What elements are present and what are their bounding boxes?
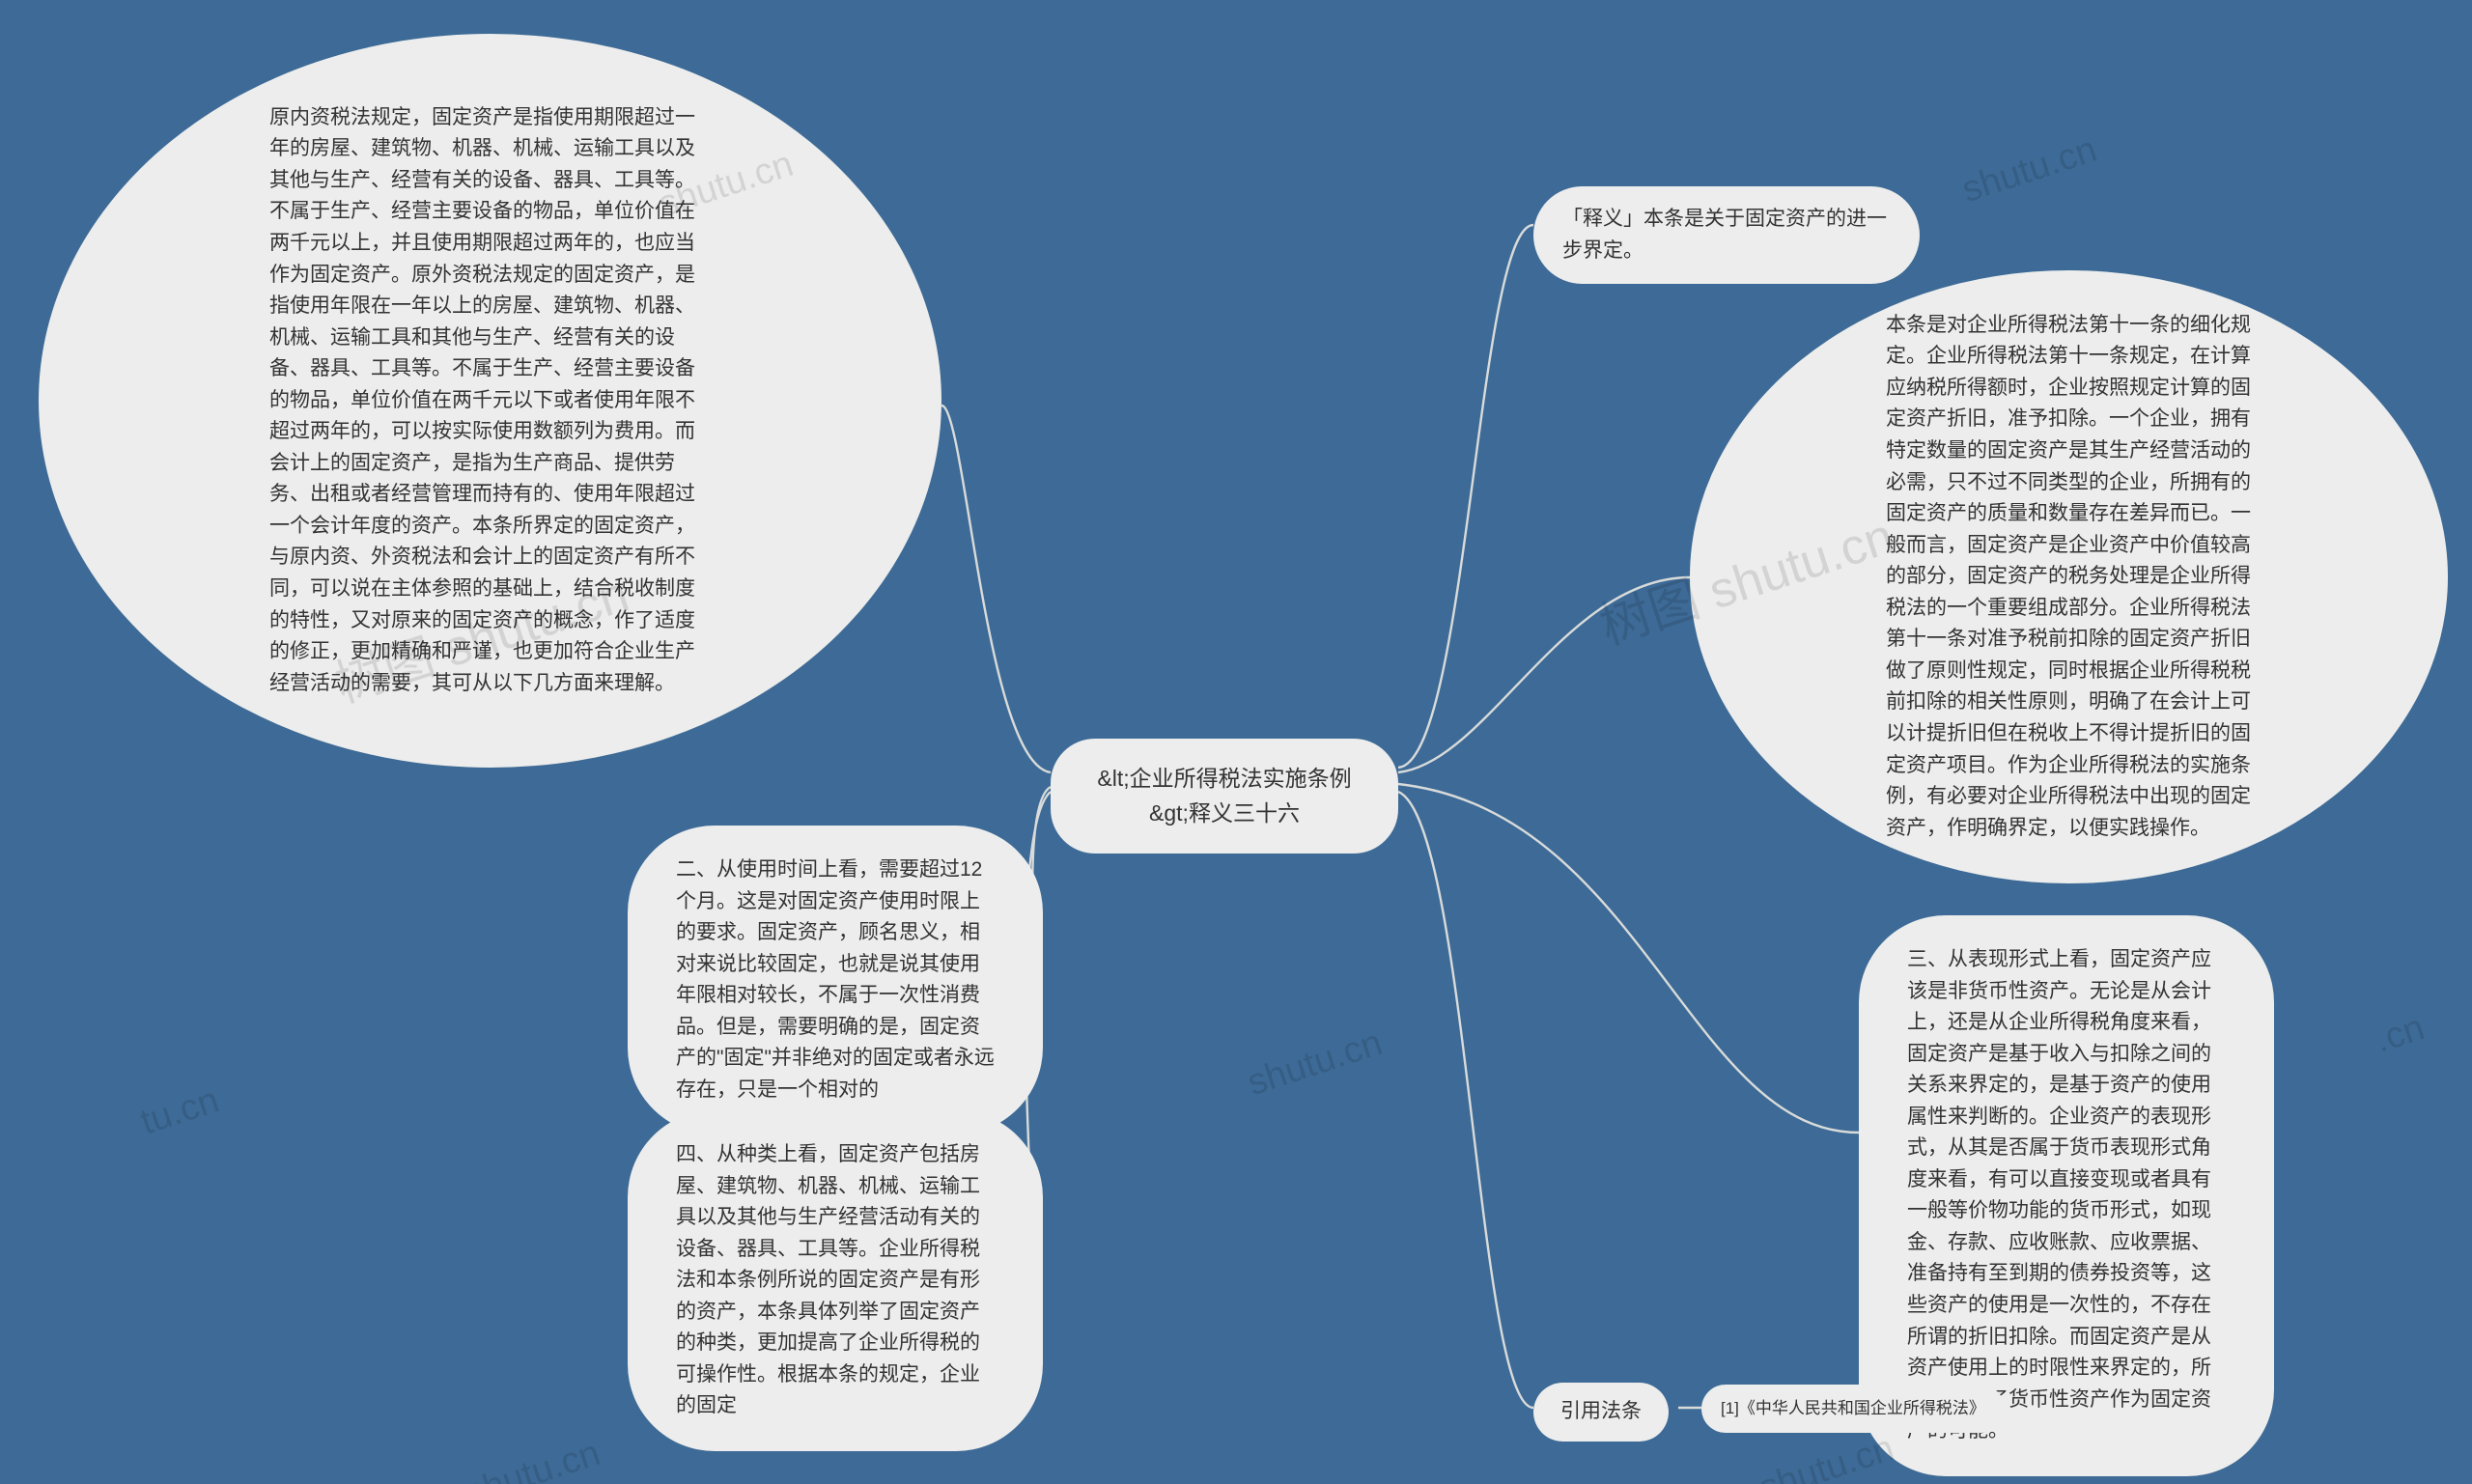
node-cite-sub[interactable]: [1]《中华人民共和国企业所得税法》 (1701, 1385, 2005, 1433)
watermark-text: .cn (2371, 1007, 2430, 1062)
watermark-text: shutu.cn (1243, 1022, 1388, 1105)
node-big-left-text: 原内资税法规定，固定资产是指使用期限超过一年的房屋、建筑物、机器、机械、运输工具… (269, 102, 711, 699)
node-mid-left-1[interactable]: 二、从使用时间上看，需要超过12个月。这是对固定资产使用时限上的要求。固定资产，… (628, 826, 1043, 1134)
node-right-3-text: 三、从表现形式上看，固定资产应该是非货币性资产。无论是从会计上，还是从企业所得税… (1907, 944, 2226, 1447)
node-big-left[interactable]: 原内资税法规定，固定资产是指使用期限超过一年的房屋、建筑物、机器、机械、运输工具… (39, 34, 941, 768)
watermark-text: tu.cn (135, 1079, 224, 1143)
node-mid-left-2[interactable]: 四、从种类上看，固定资产包括房屋、建筑物、机器、机械、运输工具以及其他与生产经营… (628, 1110, 1043, 1451)
node-mid-left-2-text: 四、从种类上看，固定资产包括房屋、建筑物、机器、机械、运输工具以及其他与生产经营… (676, 1139, 995, 1422)
center-node[interactable]: &lt;企业所得税法实施条例&gt;释义三十六 (1051, 739, 1398, 854)
mindmap-canvas: &lt;企业所得税法实施条例&gt;释义三十六 原内资税法规定，固定资产是指使用… (0, 0, 2472, 1484)
node-pill-right-1[interactable]: 「释义」本条是关于固定资产的进一步界定。 (1533, 186, 1920, 284)
node-pill-right-1-text: 「释义」本条是关于固定资产的进一步界定。 (1562, 204, 1891, 266)
node-mid-left-1-text: 二、从使用时间上看，需要超过12个月。这是对固定资产使用时限上的要求。固定资产，… (676, 854, 995, 1106)
node-cite[interactable]: 引用法条 (1533, 1383, 1669, 1442)
watermark-text: shutu.cn (1957, 129, 2102, 211)
node-big-right[interactable]: 本条是对企业所得税法第十一条的细化规定。企业所得税法第十一条规定，在计算应纳税所… (1690, 270, 2448, 883)
watermark-text: shutu.cn (461, 1433, 605, 1484)
node-big-right-text: 本条是对企业所得税法第十一条的细化规定。企业所得税法第十一条规定，在计算应纳税所… (1886, 310, 2252, 844)
